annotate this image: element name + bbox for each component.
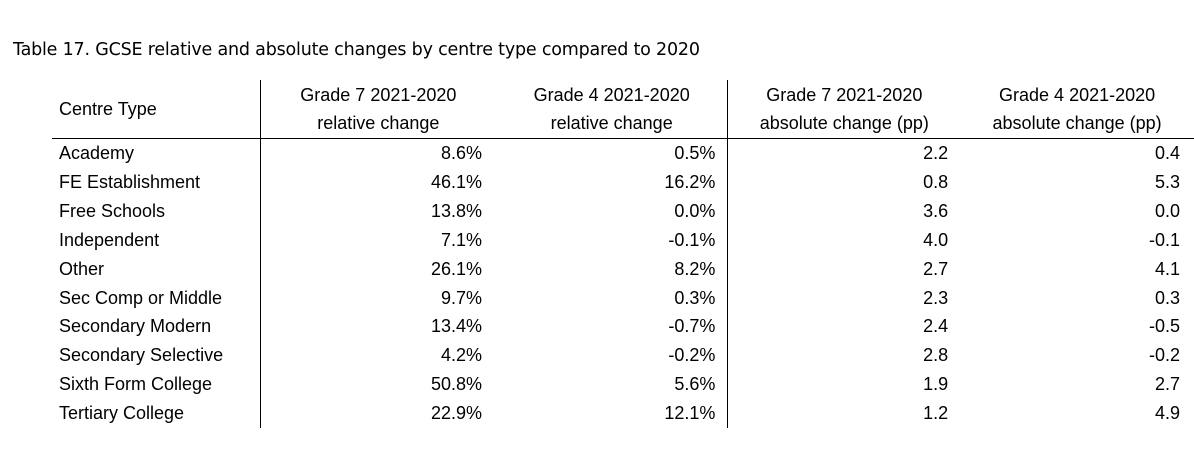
cell-grade4-relative: -0.7%: [495, 312, 729, 342]
cell-centre-type: Secondary Selective: [52, 341, 261, 371]
cell-grade4-relative: 0.3%: [495, 283, 729, 313]
cell-grade4-relative: 8.2%: [495, 254, 729, 284]
cell-grade4-absolute: -0.5: [1148, 316, 1180, 337]
table-header: Centre Type Grade 7 2021-2020 relative c…: [52, 80, 1194, 139]
cell-grade7-absolute: 4.0: [923, 229, 949, 250]
cell-grade4-absolute: 4.9: [1154, 403, 1180, 424]
table-body: Academy 8.6% 0.5% 2.2 0.4 FE Establishme…: [52, 138, 1194, 429]
header-grade7-absolute: Grade 7 2021-2020 absolute change (pp): [727, 80, 961, 139]
cell-centre-type: Sec Comp or Middle: [52, 283, 261, 313]
cell-grade7-relative: 8.6%: [440, 143, 482, 163]
cell-grade7-relative: 13.4%: [430, 316, 482, 337]
cell-grade4-absolute: 5.3: [1154, 171, 1180, 192]
cell-centre-type: Independent: [52, 225, 261, 255]
header-grade4-absolute: Grade 4 2021-2020 absolute change (pp): [960, 80, 1194, 139]
cell-grade7-relative: 7.1%: [440, 229, 482, 250]
cell-grade7-absolute: 2.8: [923, 345, 949, 366]
cell-grade7-absolute: 2.4: [923, 316, 949, 337]
cell-grade4-absolute: 2.7: [1154, 374, 1180, 395]
cell-grade7-relative: 9.7%: [440, 287, 482, 308]
table-row: Independent 7.1% -0.1% 4.0 -0.1: [52, 225, 1194, 255]
header-grade4-relative: Grade 4 2021-2020 relative change: [495, 80, 729, 139]
header-grade7-absolute-line1: Grade 7 2021-2020: [766, 85, 923, 105]
table-row: FE Establishment 46.1% 16.2% 0.8 5.3: [52, 167, 1194, 197]
table-row: Sec Comp or Middle 9.7% 0.3% 2.3 0.3: [52, 283, 1194, 313]
cell-grade7-relative: 46.1%: [430, 171, 482, 192]
cell-centre-type: Academy: [52, 138, 261, 168]
header-grade7-absolute-line2: absolute change (pp): [759, 113, 929, 133]
cell-grade4-absolute: -0.2: [1148, 345, 1180, 366]
cell-grade4-absolute: 4.1: [1154, 258, 1180, 279]
header-grade4-relative-line2: relative change: [550, 113, 673, 133]
header-grade7-relative-line2: relative change: [317, 113, 440, 133]
cell-centre-type: Sixth Form College: [52, 370, 261, 400]
cell-grade4-relative: 5.6%: [495, 370, 729, 400]
header-grade7-relative: Grade 7 2021-2020 relative change: [260, 80, 496, 139]
cell-grade4-relative: -0.2%: [495, 341, 729, 371]
table-row: Other 26.1% 8.2% 2.7 4.1: [52, 254, 1194, 284]
header-centre-type: Centre Type: [52, 80, 261, 139]
centre-type-table: Centre Type Grade 7 2021-2020 relative c…: [52, 80, 1194, 429]
cell-centre-type: FE Establishment: [52, 167, 261, 197]
cell-grade4-absolute: 0.4: [1154, 143, 1180, 163]
cell-grade7-absolute: 2.7: [923, 258, 949, 279]
table-row: Free Schools 13.8% 0.0% 3.6 0.0: [52, 196, 1194, 226]
table-row: Tertiary College 22.9% 12.1% 1.2 4.9: [52, 399, 1194, 429]
cell-grade4-absolute: 0.3: [1154, 287, 1180, 308]
table-row: Secondary Modern 13.4% -0.7% 2.4 -0.5: [52, 312, 1194, 342]
cell-grade4-relative: 12.1%: [495, 399, 729, 429]
cell-grade4-relative: -0.1%: [495, 225, 729, 255]
header-grade7-relative-line1: Grade 7 2021-2020: [300, 85, 457, 105]
cell-grade7-relative: 22.9%: [430, 403, 482, 424]
table-row: Sixth Form College 50.8% 5.6% 1.9 2.7: [52, 370, 1194, 400]
cell-centre-type: Tertiary College: [52, 399, 261, 429]
cell-grade4-absolute: -0.1: [1148, 229, 1180, 250]
cell-grade4-relative: 0.0%: [495, 196, 729, 226]
cell-centre-type: Secondary Modern: [52, 312, 261, 342]
cell-centre-type: Free Schools: [52, 196, 261, 226]
cell-grade7-relative: 50.8%: [430, 374, 482, 395]
cell-grade7-relative: 13.8%: [430, 200, 482, 221]
cell-grade7-absolute: 2.2: [923, 143, 949, 163]
cell-grade4-absolute: 0.0: [1154, 200, 1180, 221]
table-caption: Table 17. GCSE relative and absolute cha…: [13, 40, 700, 60]
table-row: Secondary Selective 4.2% -0.2% 2.8 -0.2: [52, 341, 1194, 371]
cell-grade7-absolute: 2.3: [923, 287, 949, 308]
header-grade4-absolute-line1: Grade 4 2021-2020: [999, 85, 1156, 105]
cell-grade7-absolute: 1.2: [923, 403, 949, 424]
cell-grade7-absolute: 3.6: [923, 200, 949, 221]
header-grade4-absolute-line2: absolute change (pp): [992, 113, 1162, 133]
header-grade4-relative-line1: Grade 4 2021-2020: [533, 85, 690, 105]
header-row: Centre Type Grade 7 2021-2020 relative c…: [52, 80, 1194, 139]
cell-grade7-absolute: 0.8: [923, 171, 949, 192]
cell-grade7-relative: 26.1%: [430, 258, 482, 279]
cell-grade4-relative: 16.2%: [495, 167, 729, 197]
header-centre-type-label: Centre Type: [59, 99, 157, 119]
table-row: Academy 8.6% 0.5% 2.2 0.4: [52, 138, 1194, 168]
cell-grade4-relative: 0.5%: [495, 138, 729, 168]
cell-centre-type: Other: [52, 254, 261, 284]
cell-grade7-absolute: 1.9: [923, 374, 949, 395]
cell-grade7-relative: 4.2%: [440, 345, 482, 366]
